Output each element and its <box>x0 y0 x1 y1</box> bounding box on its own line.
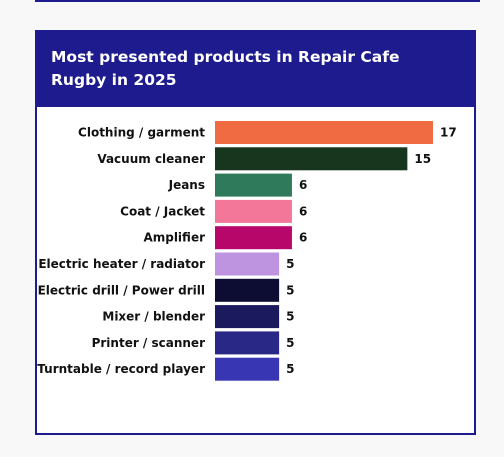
category-label-9: Turntable / record player <box>37 362 205 376</box>
value-label-1: 15 <box>414 152 431 166</box>
bar-5 <box>215 252 280 276</box>
bar-1 <box>215 147 408 171</box>
chart-title: Most presented products in Repair Cafe R… <box>51 48 400 89</box>
value-label-3: 6 <box>299 204 307 218</box>
value-label-7: 5 <box>286 310 294 324</box>
category-label-2: Jeans <box>168 178 205 192</box>
chart-area: Clothing / garment 17 Vacuum cleaner 15 Jean… <box>37 107 474 433</box>
bar-2 <box>215 173 292 197</box>
value-label-0: 17 <box>440 126 457 140</box>
value-label-8: 5 <box>286 336 294 350</box>
value-label-2: 6 <box>299 178 307 192</box>
category-label-7: Mixer / blender <box>102 310 205 324</box>
bar-3 <box>215 199 292 223</box>
card-header: Most presented products in Repair Cafe R… <box>37 32 474 107</box>
bar-7 <box>215 305 280 329</box>
value-label-5: 5 <box>286 257 294 271</box>
bar-6 <box>215 278 280 302</box>
previous-card-edge <box>35 0 480 2</box>
bar-chart: Clothing / garment 17 Vacuum cleaner 15 Jean… <box>37 121 457 381</box>
chart-card: Most presented products in Repair Cafe R… <box>35 30 476 435</box>
category-label-4: Amplifier <box>143 231 205 245</box>
category-label-0: Clothing / garment <box>78 126 205 140</box>
bar-0 <box>215 121 433 144</box>
category-label-8: Printer / scanner <box>92 336 205 350</box>
bar-8 <box>215 331 280 355</box>
category-label-3: Coat / Jacket <box>120 204 205 218</box>
value-label-6: 5 <box>286 283 294 297</box>
bar-4 <box>215 226 292 250</box>
value-label-9: 5 <box>286 362 294 376</box>
value-label-4: 6 <box>299 231 307 245</box>
bar-9 <box>215 357 280 381</box>
category-label-1: Vacuum cleaner <box>97 152 205 166</box>
category-label-5: Electric heater / radiator <box>38 257 205 271</box>
category-label-6: Electric drill / Power drill <box>38 283 205 297</box>
